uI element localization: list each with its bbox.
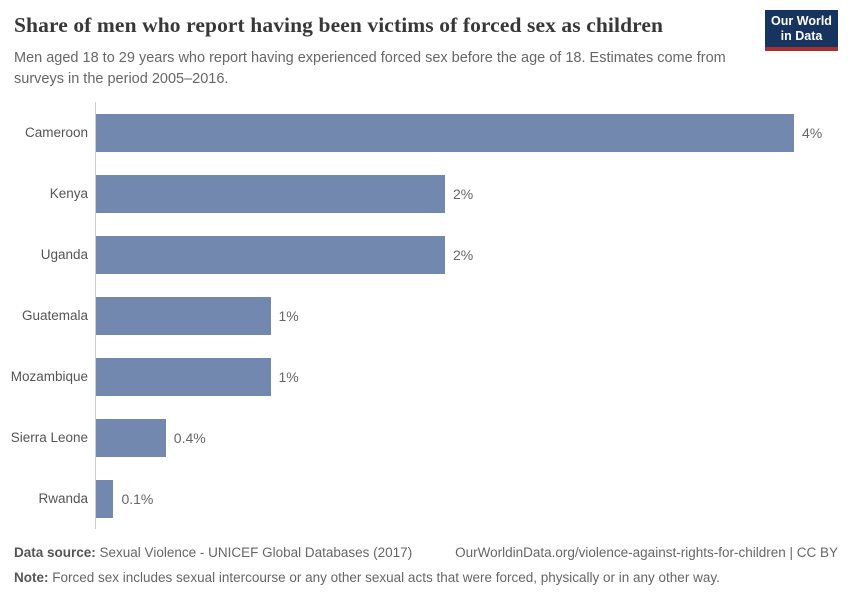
bar-area: 1% (95, 346, 850, 407)
chart-row: Uganda 2% (0, 224, 850, 285)
bar[interactable] (96, 296, 271, 335)
bar-area: 0.4% (95, 407, 850, 468)
value-label: 0.4% (173, 429, 206, 446)
bar-chart: Cameroon 4% Kenya 2% Uganda 2% Guatemala 1% Moza… (0, 102, 850, 529)
country-label: Rwanda (38, 491, 88, 506)
chart-row: Kenya 2% (0, 163, 850, 224)
bar-area: 0.1% (95, 468, 850, 529)
bar[interactable] (96, 235, 445, 274)
chart-title: Share of men who report having been vict… (14, 13, 664, 37)
value-label: 4% (802, 124, 823, 141)
country-label: Uganda (40, 247, 88, 262)
chart-subtitle: Men aged 18 to 29 years who report havin… (14, 49, 726, 87)
bar-area: 1% (95, 285, 850, 346)
chart-row: Guatemala 1% (0, 285, 850, 346)
data-source-value: Sexual Violence - UNICEF Global Database… (95, 545, 413, 560)
bar-area: 2% (95, 224, 850, 285)
chart-header: Share of men who report having been vict… (14, 13, 759, 90)
value-label: 1% (278, 307, 299, 324)
country-label: Guatemala (21, 308, 88, 323)
value-label: 2% (453, 185, 474, 202)
bar-area: 4% (95, 102, 850, 163)
footer-source-row: Data source: Sexual Violence - UNICEF Gl… (14, 544, 838, 562)
footer-note-row: Note: Forced sex includes sexual interco… (14, 569, 838, 587)
chart-footer: Data source: Sexual Violence - UNICEF Gl… (14, 544, 838, 587)
country-label: Kenya (49, 186, 88, 201)
value-label: 0.1% (121, 490, 154, 507)
owid-logo: Our World in Data (765, 10, 838, 51)
bar[interactable] (96, 113, 794, 152)
value-label: 1% (278, 368, 299, 385)
bar-area: 2% (95, 163, 850, 224)
license-url-text: OurWorldinData.org/violence-against-righ… (455, 545, 838, 560)
chart-row: Cameroon 4% (0, 102, 850, 163)
chart-row: Sierra Leone 0.4% (0, 407, 850, 468)
country-label: Sierra Leone (10, 430, 88, 445)
chart-row: Rwanda 0.1% (0, 468, 850, 529)
note-label: Note: (14, 570, 49, 586)
data-source-text: Data source: Sexual Violence - UNICEF Gl… (14, 544, 412, 562)
note-value: Forced sex includes sexual intercourse o… (48, 570, 720, 586)
chart-row: Mozambique 1% (0, 346, 850, 407)
owid-logo-line2: in Data (780, 28, 823, 43)
bar[interactable] (96, 418, 166, 457)
bar[interactable] (96, 357, 271, 396)
owid-logo-line1: Our World (771, 14, 832, 28)
data-source-label: Data source: (14, 545, 96, 560)
bar[interactable] (96, 174, 445, 213)
country-label: Mozambique (10, 369, 88, 384)
bar[interactable] (96, 479, 114, 518)
country-label: Cameroon (24, 125, 88, 140)
value-label: 2% (453, 246, 474, 263)
